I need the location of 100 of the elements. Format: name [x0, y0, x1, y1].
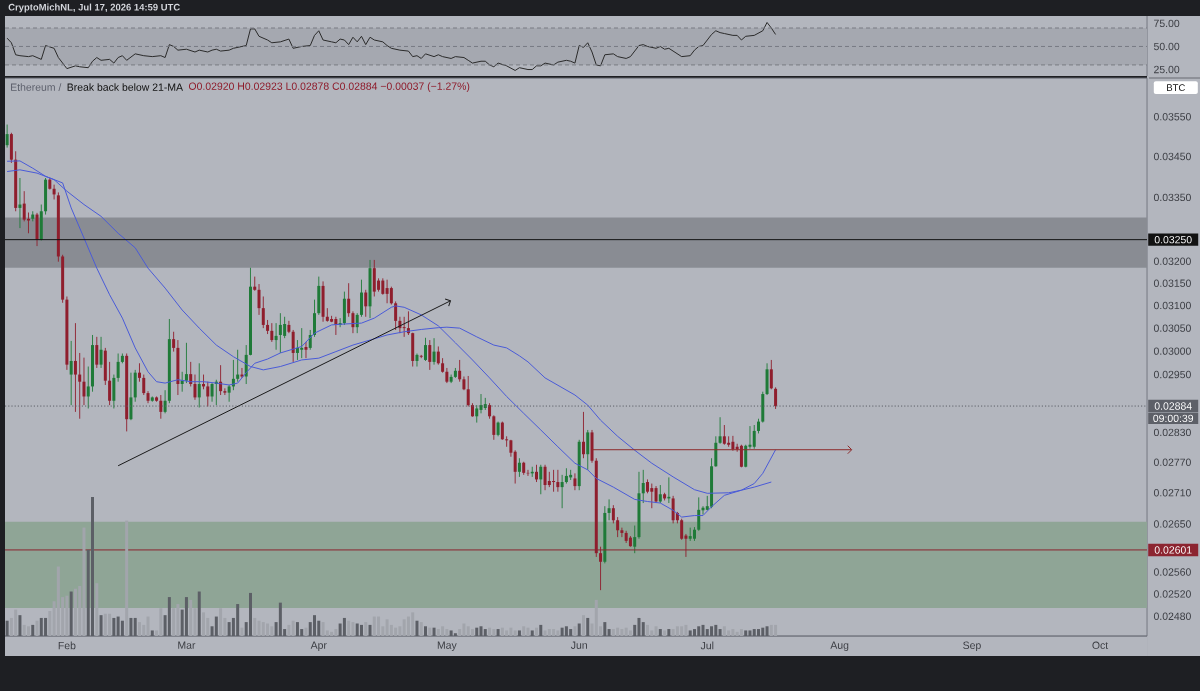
bar	[82, 527, 86, 637]
candlestick	[270, 322, 274, 343]
bar	[641, 622, 645, 637]
bar	[564, 626, 568, 637]
x-tick-label: May	[437, 641, 457, 651]
candlestick	[517, 457, 521, 478]
bar	[304, 627, 308, 637]
bar	[270, 626, 274, 637]
bar	[432, 627, 436, 637]
bar	[120, 620, 124, 637]
text: BTC	[1167, 84, 1185, 91]
bar	[667, 629, 671, 637]
bar	[236, 604, 240, 637]
bar	[517, 630, 521, 637]
candlestick	[539, 464, 543, 495]
bar	[189, 599, 193, 637]
candlestick	[603, 505, 607, 564]
bar	[39, 617, 43, 637]
bar	[342, 617, 346, 637]
bar	[291, 620, 295, 637]
candlestick	[402, 316, 406, 338]
bar	[31, 624, 35, 637]
bar	[95, 583, 99, 637]
y-tick-label: 0.03100	[1153, 301, 1191, 310]
candlestick	[291, 329, 295, 363]
candlestick	[573, 472, 577, 491]
y-tick-label: 0.03350	[1153, 193, 1191, 202]
candlestick	[774, 386, 778, 410]
candlestick	[78, 352, 82, 420]
bar	[172, 608, 176, 637]
bar	[586, 617, 590, 637]
bar	[530, 630, 534, 637]
bar	[35, 620, 39, 637]
candlestick	[769, 359, 773, 390]
bar	[692, 629, 696, 637]
candlestick	[727, 435, 731, 448]
x-tick-label: Sep	[963, 641, 981, 652]
bar	[663, 630, 667, 637]
bar	[475, 627, 479, 637]
candlestick	[714, 435, 718, 468]
bar	[569, 629, 573, 637]
candlestick	[82, 357, 86, 406]
candlestick	[424, 337, 428, 362]
candlestick	[697, 496, 701, 532]
bar	[108, 613, 112, 637]
bar	[705, 629, 709, 637]
bar	[355, 623, 359, 637]
bar	[577, 623, 581, 637]
candlestick	[227, 384, 231, 403]
bar	[718, 629, 722, 637]
candlestick	[611, 504, 615, 524]
ref-line-label: 0.03250	[1154, 235, 1192, 244]
candlestick	[637, 471, 641, 540]
candlestick	[513, 449, 517, 484]
bar	[445, 629, 449, 637]
candlestick	[9, 132, 13, 164]
candlestick	[108, 361, 112, 406]
bar	[202, 612, 206, 637]
x-tick-label: Aug	[830, 641, 849, 651]
candlestick	[133, 369, 137, 403]
candlestick	[658, 484, 662, 504]
bar	[65, 595, 69, 637]
bar	[757, 629, 761, 637]
y-tick-label: 0.03550	[1153, 113, 1191, 121]
y-tick-label: 0.02650	[1153, 520, 1191, 528]
candlestick	[176, 339, 180, 396]
candlestick	[65, 296, 69, 371]
candlestick	[99, 336, 103, 369]
bar	[492, 629, 496, 637]
candlestick	[184, 342, 188, 384]
candlestick	[35, 212, 39, 247]
candlestick	[14, 150, 18, 212]
bar	[573, 626, 577, 637]
candlestick	[722, 424, 726, 446]
candlestick	[586, 429, 590, 471]
bar	[744, 630, 748, 637]
bar	[112, 617, 116, 637]
bar	[334, 629, 338, 637]
y-tick-label: 0.02710	[1153, 489, 1191, 497]
y-tick-label: 75.00	[1154, 19, 1180, 28]
bar	[424, 626, 428, 637]
bar	[500, 627, 504, 637]
candlestick	[351, 310, 355, 334]
bar	[761, 627, 765, 637]
candlestick	[616, 516, 620, 538]
candlestick	[61, 254, 65, 304]
x-tick-label: Mar	[178, 641, 196, 649]
candlestick	[620, 527, 624, 538]
candlestick	[197, 362, 201, 408]
bar	[26, 626, 30, 637]
bar	[368, 624, 372, 637]
candlestick	[415, 353, 419, 367]
candlestick	[5, 124, 9, 149]
candlestick	[116, 353, 120, 383]
bar	[313, 615, 317, 637]
bar	[351, 622, 355, 637]
candlestick	[287, 320, 291, 334]
bar	[769, 624, 773, 637]
candlestick	[368, 259, 372, 319]
candlestick	[206, 381, 210, 407]
